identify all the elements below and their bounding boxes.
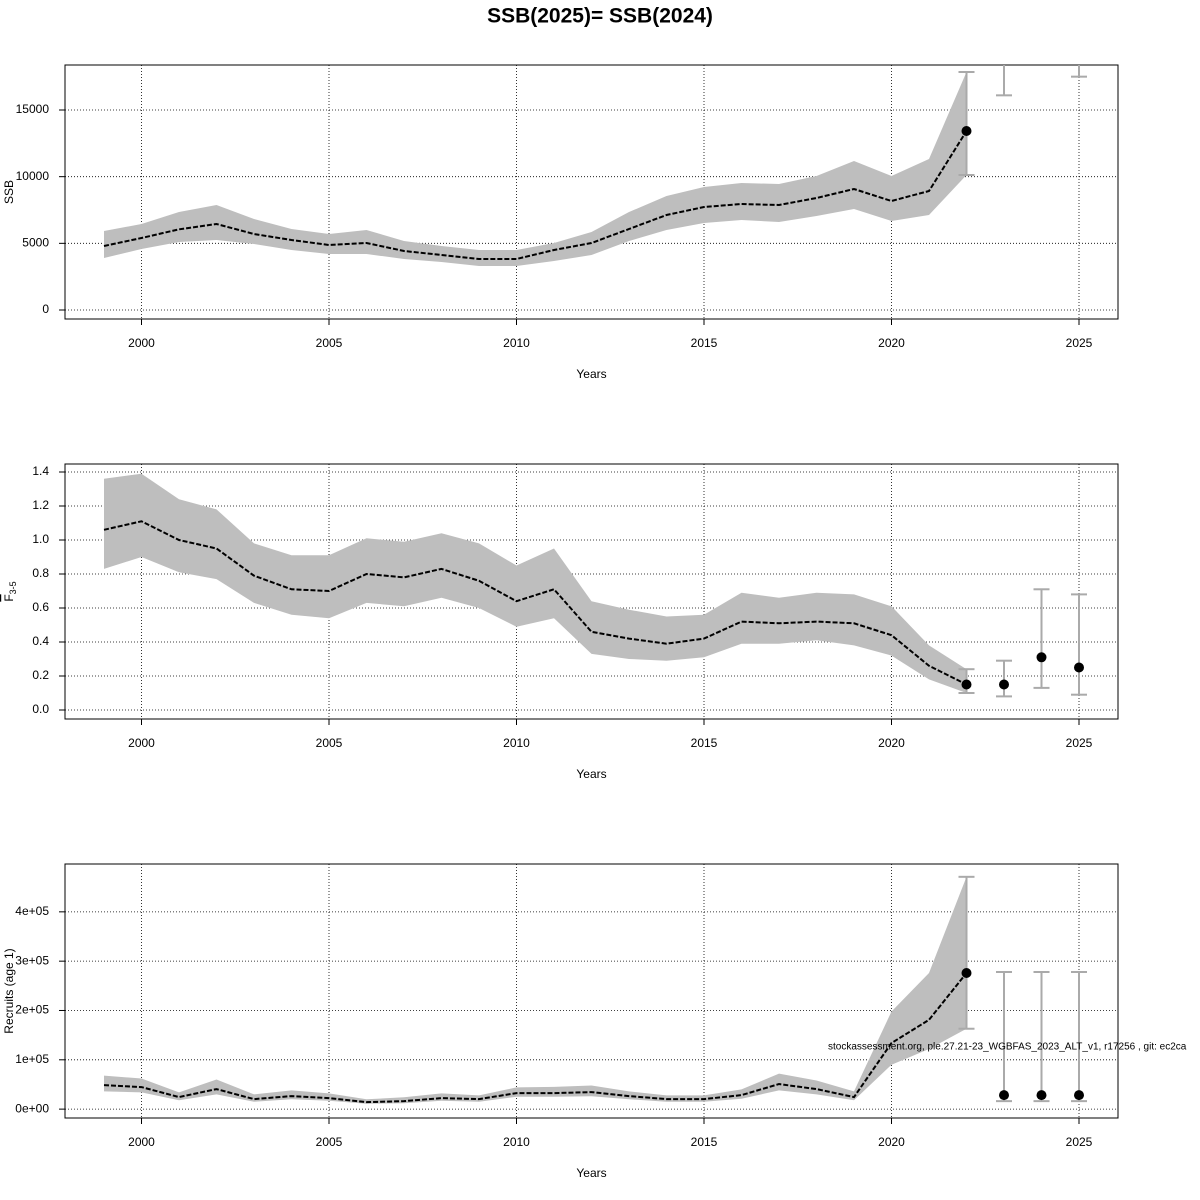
y-axis-label: Recruits (age 1) [2,948,16,1033]
y-tick-label: 0 [42,302,49,316]
y-tick-label: 1.0 [32,532,49,546]
plot-area [103,12,1087,266]
x-tick-label: 2000 [128,736,155,750]
x-tick-label: 2005 [316,736,343,750]
x-tick-label: 2025 [1066,736,1093,750]
y-axis-label-main: SSB [2,180,16,204]
y-tick-label: 1.2 [32,498,49,512]
confidence-band [104,876,967,1104]
forecast-point [999,679,1009,690]
x-tick-label: 2010 [503,736,530,750]
estimate-line [103,130,968,260]
x-tick-label: 2005 [316,1135,343,1149]
x-axis-label: Years [576,767,606,781]
plot-area [103,875,1087,1104]
x-tick-label: 2000 [128,1135,155,1149]
x-axis-label: Years [576,367,606,381]
x-tick-label: 2025 [1066,1135,1093,1149]
y-axis-label-sub: 3-5 [8,581,18,594]
y-tick-label: 5000 [22,236,49,250]
panel: 2000 2005 2010 2015 2020 2025 0e+00 1e+05 2e+05 3… [2,863,1187,1180]
x-tick-label: 2005 [316,336,343,350]
y-tick-label: 0.0 [32,702,49,716]
x-tick-label: 2020 [878,736,905,750]
forecast-point [1036,652,1047,663]
annotation: stockassessment.org, ple.27.21-23_WGBFAS… [828,1042,1187,1053]
y-axis-label: F3-5 [2,581,18,601]
x-tick-label: 2010 [503,336,530,350]
plot-frame [64,64,1119,320]
y-tick-label: 0.8 [32,566,49,580]
x-tick-label: 2025 [1066,336,1093,350]
confidence-band [104,72,967,266]
x-tick-label: 2020 [878,336,905,350]
x-tick-label: 2015 [691,336,718,350]
y-tick-label: 3e+05 [15,953,49,967]
y-tick-label: 1.4 [32,464,49,478]
x-axis-label: Years [576,1166,606,1180]
forecast-point [961,126,972,136]
forecast-point [999,38,1009,48]
y-tick-label: 0e+00 [15,1101,49,1115]
y-tick-label: 10000 [16,169,50,183]
plot-frame [64,463,1119,720]
x-tick-label: 2010 [503,1135,530,1149]
forecast-point [1074,12,1084,22]
y-tick-label: 4e+05 [15,904,49,918]
forecast-point [961,967,972,978]
forecast-point [1036,1090,1047,1101]
panel: 2000 2005 2010 2015 2020 2025 0 5000 10000 15000 Y… [2,12,1119,381]
y-axis-label-main: Recruits (age 1) [2,948,16,1033]
forecast-point [961,679,972,690]
y-tick-label: 0.4 [32,634,49,648]
forecast-point [1074,1090,1084,1101]
estimate-line [103,972,968,1104]
y-axis-label-main: F [2,594,16,601]
figure-title: SSB(2025)= SSB(2024) [487,5,713,28]
forecast-point [1074,662,1084,673]
x-tick-label: 2015 [691,1135,718,1149]
y-axis-label: SSB [2,180,16,204]
estimate-line [103,520,967,686]
y-tick-label: 0.6 [32,600,49,614]
plot-area [103,473,1087,698]
x-tick-label: 2020 [878,1135,905,1149]
y-tick-label: 2e+05 [15,1003,49,1017]
y-tick-label: 15000 [16,102,50,116]
plot-frame [64,863,1119,1119]
y-tick-label: 0.2 [32,668,49,682]
forecast-point [999,1090,1009,1101]
y-tick-label: 1e+05 [15,1052,49,1066]
x-tick-label: 2000 [128,336,155,350]
confidence-band [104,473,967,693]
x-tick-label: 2015 [691,736,718,750]
panel: 2000 2005 2010 2015 2020 2025 0.0 0.2 0.4 0.6 0.8 1… [2,463,1119,781]
